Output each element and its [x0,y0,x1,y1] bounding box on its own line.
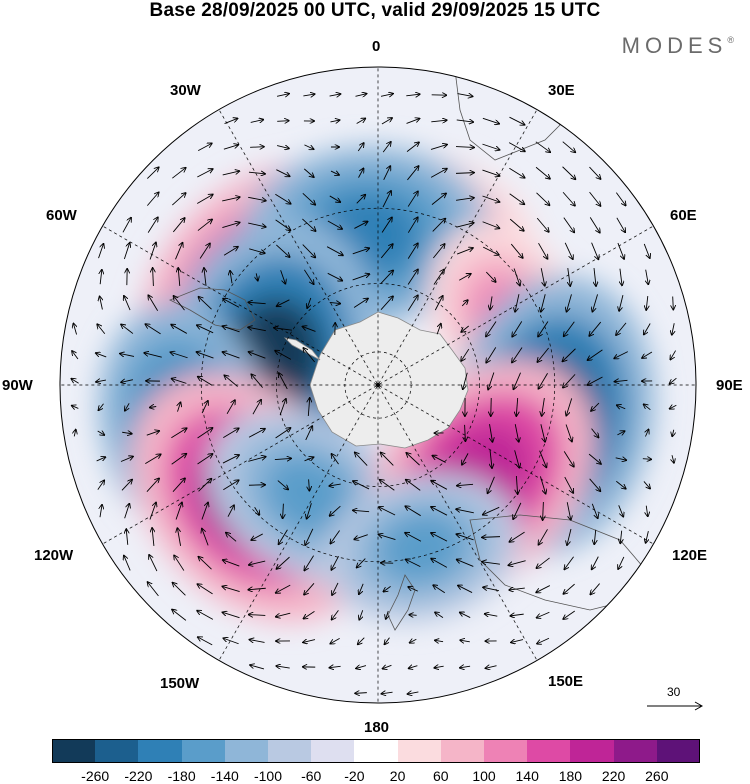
colorbar-tick-label: 140 [516,768,539,784]
lon-label-0: 0 [372,38,380,55]
colorbar-tick-label: -60 [301,768,321,784]
lon-label-90e: 90E [716,377,743,394]
brand-text: MODES [622,33,728,58]
colorbar-tick-label: -140 [211,768,239,784]
lon-label-60w: 60W [46,207,77,224]
colorbar-tick-label: 260 [645,768,668,784]
lon-label-180: 180 [364,719,389,736]
pole-marker [376,383,380,387]
brand-mark: ® [727,35,734,45]
lon-label-30e: 30E [548,82,575,99]
vector-scale-arrow [645,685,705,715]
lon-label-90w: 90W [2,377,33,394]
colorbar-tick-label: 220 [602,768,625,784]
wind-arrow-158 [673,296,674,309]
colorbar-tick-label: -220 [124,768,152,784]
page-title: Base 28/09/2025 00 UTC, valid 29/09/2025… [0,0,750,22]
lon-label-120e: 120E [672,547,707,564]
colorbar-tick-label: -20 [344,768,364,784]
vector-scale-key: 30 [645,685,705,715]
colorbar-tick-label: -100 [254,768,282,784]
colorbar-tick-label: 60 [433,768,449,784]
wind-arrow-391 [409,615,416,616]
colorbar-tick-label: -260 [81,768,109,784]
colorbar-tick-label: 100 [472,768,495,784]
colorbar-tick-label: 20 [390,768,406,784]
lon-label-150e: 150E [548,673,583,690]
wind-arrow-285 [249,485,265,486]
colorbar-frame [52,739,700,763]
lon-label-120w: 120W [34,547,73,564]
colorbar [52,739,700,763]
modes-logo: MODES® [622,33,734,59]
lon-label-150w: 150W [160,675,199,692]
colorbar-tick-label: 180 [559,768,582,784]
colorbar-tick-label: -180 [168,768,196,784]
lon-label-30w: 30W [170,82,201,99]
lon-label-60e: 60E [670,207,697,224]
